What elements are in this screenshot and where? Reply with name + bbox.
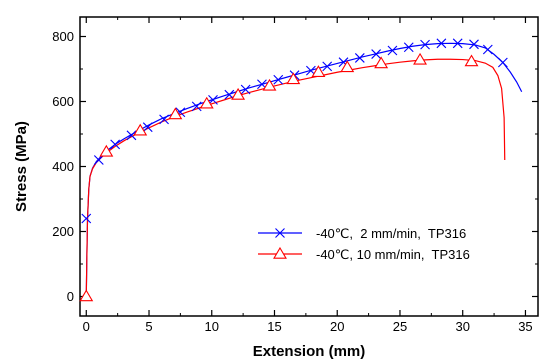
series-1-marker (436, 38, 447, 49)
x-tick-label: 35 (518, 319, 532, 334)
x-tick-label: 10 (205, 319, 219, 334)
legend-label-1: -40℃, 2 mm/min, TP316 (316, 226, 466, 241)
y-tick-label: 400 (52, 159, 74, 174)
legend: -40℃, 2 mm/min, TP316 -40℃, 10 mm/min, TP… (258, 226, 470, 262)
series-2-marker (262, 78, 277, 91)
x-tick-label: 15 (267, 319, 281, 334)
x-tick-label: 25 (393, 319, 407, 334)
y-axis-label: Stress (MPa) (13, 121, 30, 212)
series-1-marker (482, 44, 493, 55)
series-markers (79, 38, 508, 302)
series-1-marker (93, 155, 104, 165)
series-1-marker (110, 139, 121, 150)
series-2-marker (311, 65, 326, 77)
series-1-marker (403, 42, 414, 53)
series-2-marker (99, 144, 114, 157)
series-2-marker (231, 87, 246, 100)
series-2-marker (79, 289, 94, 302)
series-1-marker (159, 114, 169, 125)
series-2-marker (340, 60, 355, 73)
tick-labels: 0 5 10 15 20 25 30 35 0 200 400 600 800 (52, 29, 532, 334)
series-2-marker (374, 56, 389, 69)
series-1-marker (452, 38, 463, 49)
legend-marker-2 (273, 246, 287, 259)
legend-marker-1 (275, 228, 285, 238)
series-1-marker (322, 61, 333, 72)
series-1-marker (469, 39, 479, 50)
x-axis-label: Extension (mm) (253, 343, 366, 360)
series-1-marker (497, 57, 508, 68)
series-1-marker (224, 89, 235, 100)
series-2-marker (413, 52, 428, 65)
series-2-marker (199, 96, 214, 109)
series-1-marker (371, 49, 382, 59)
y-tick-label: 200 (52, 224, 74, 239)
series-1-marker (191, 101, 202, 112)
series-1-marker (273, 74, 284, 85)
y-tick-label: 600 (52, 94, 74, 109)
series-1-marker (142, 122, 153, 133)
x-tick-label: 20 (330, 319, 344, 334)
series-1-marker (354, 53, 365, 63)
series-1-marker (240, 84, 251, 95)
series-2-marker (133, 123, 148, 136)
series-2-marker (168, 107, 183, 120)
y-tick-label: 0 (67, 289, 74, 304)
legend-label-2: -40℃, 10 mm/min, TP316 (316, 247, 470, 262)
series-1-marker (126, 130, 137, 141)
axis-ticks (80, 17, 538, 316)
series-1-marker (420, 39, 430, 50)
x-tick-label: 5 (145, 319, 152, 334)
x-tick-label: 0 (83, 319, 90, 334)
y-tick-label: 800 (52, 29, 74, 44)
series-1-marker (81, 213, 92, 224)
x-tick-label: 30 (455, 319, 469, 334)
series-2-marker (464, 54, 479, 67)
series-1-marker (387, 45, 398, 56)
series-2-marker (286, 72, 301, 85)
